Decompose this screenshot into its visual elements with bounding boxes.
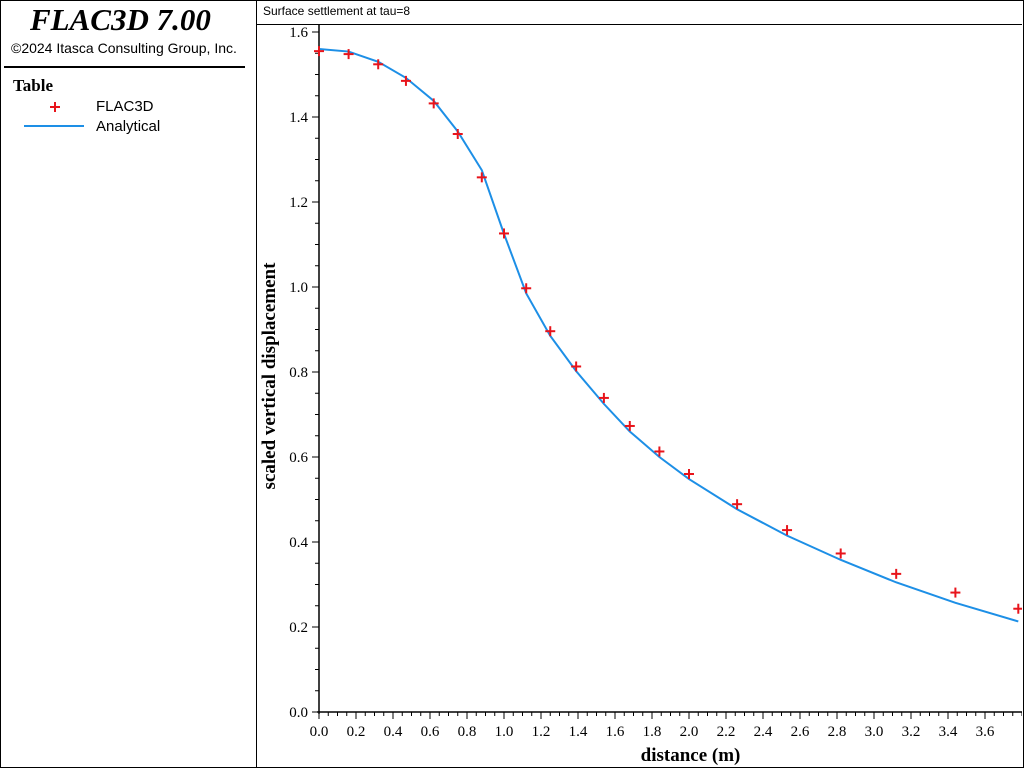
flac3d-point — [891, 568, 902, 579]
x-tick-label: 2.0 — [680, 724, 699, 740]
x-tick-label: 1.2 — [532, 724, 551, 740]
app-title: FLAC3D 7.00 — [30, 2, 211, 37]
x-tick-label: 3.0 — [865, 724, 884, 740]
flac3d-point — [835, 548, 846, 559]
x-tick-label: 1.6 — [606, 724, 625, 740]
x-tick-label: 0.6 — [421, 724, 440, 740]
flac3d-point — [545, 326, 556, 337]
x-tick-label: 0.8 — [458, 724, 477, 740]
analytical-line — [318, 48, 1019, 623]
flac3d-point — [452, 129, 463, 139]
flac3d-point — [521, 283, 532, 294]
x-tick-label: 2.2 — [717, 724, 736, 740]
flac3d-point — [499, 228, 509, 239]
flac3d-point — [598, 392, 609, 403]
y-tick-label: 0.4 — [289, 535, 308, 551]
flac3d-point — [571, 361, 582, 372]
x-tick-label: 0.2 — [347, 724, 366, 740]
axes: 0.0 0.2 0.4 0.6 0.8 1.0 1.2 1.4 1.6 0.0 0.2 0.4 0.6 0… — [289, 24, 1022, 740]
flac3d-point — [732, 499, 743, 510]
y-tick-label: 0.6 — [289, 450, 308, 466]
y-tick-label: 0.8 — [289, 365, 308, 381]
x-tick-label: 1.0 — [495, 724, 514, 740]
x-tick-label: 2.6 — [791, 724, 810, 740]
flac3d-point — [343, 49, 354, 60]
y-tick-label: 1.6 — [289, 25, 308, 41]
flac3d-point — [476, 172, 487, 183]
x-tick-label: 0.4 — [384, 724, 403, 740]
flac3d-point — [1013, 603, 1022, 614]
plot-panel: Surface settlement at tau=8 0.0 0.2 0.4 0.6… — [257, 0, 1022, 767]
plot-title: Surface settlement at tau=8 — [263, 4, 411, 18]
flac3d-point — [782, 525, 793, 536]
x-tick-label: 2.8 — [828, 724, 847, 740]
legend-markers — [24, 102, 84, 127]
flac3d-point — [400, 75, 411, 86]
plot-title-bar: Surface settlement at tau=8 — [257, 0, 1022, 25]
legend-label-analytical: Analytical — [96, 118, 161, 135]
legend-divider — [4, 66, 245, 68]
flac3d-point — [654, 446, 665, 457]
flac3d-point — [314, 46, 324, 57]
x-tick-label: 0.0 — [310, 724, 329, 740]
flac3d-point — [684, 469, 694, 479]
flac3d-series — [314, 46, 1022, 614]
x-tick-label: 1.8 — [643, 724, 662, 740]
chart: 0.0 0.2 0.4 0.6 0.8 1.0 1.2 1.4 1.6 0.0 0.2 0.4 0.6 0… — [259, 24, 1022, 766]
y-tick-label: 1.4 — [289, 110, 308, 126]
plus-marker-icon — [50, 102, 60, 112]
legend-panel: FLAC3D 7.00 ©2024 Itasca Consulting Grou… — [0, 0, 257, 767]
x-tick-label: 1.4 — [569, 724, 588, 740]
x-tick-label: 2.4 — [754, 724, 773, 740]
flac3d-point — [373, 59, 384, 70]
y-tick-label: 0.0 — [289, 705, 308, 721]
x-axis-label: distance (m) — [641, 745, 741, 766]
copyright-text: ©2024 Itasca Consulting Group, Inc. — [11, 40, 237, 56]
x-tick-label: 3.6 — [976, 724, 995, 740]
analytical-series — [318, 48, 1019, 623]
y-axis-label: scaled vertical displacement — [259, 262, 280, 490]
x-tick-label: 3.2 — [902, 724, 921, 740]
flac3d-point — [624, 420, 635, 431]
y-tick-label: 1.2 — [289, 195, 308, 211]
legend-heading: Table — [13, 76, 54, 95]
legend-label-flac3d: FLAC3D — [96, 98, 154, 115]
y-tick-label: 1.0 — [289, 280, 308, 296]
y-tick-label: 0.2 — [289, 620, 308, 636]
x-tick-label: 3.4 — [939, 724, 958, 740]
flac3d-point — [950, 587, 961, 598]
flac3d-point — [428, 98, 439, 109]
